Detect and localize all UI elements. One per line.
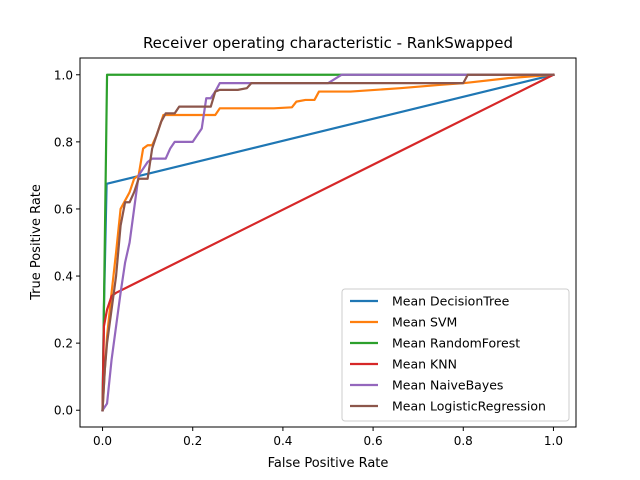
legend-label: Mean KNN (392, 357, 457, 372)
legend-box (341, 288, 570, 422)
x-tick-label: 0.2 (183, 434, 202, 448)
y-tick-label: 0.0 (54, 404, 73, 418)
chart-title: Receiver operating characteristic - Rank… (143, 34, 513, 52)
y-tick-label: 1.0 (54, 68, 73, 82)
y-tick-label: 0.8 (54, 135, 73, 149)
legend-entries: Mean DecisionTree Mean SVM Mean RandomFore… (350, 294, 546, 414)
x-tick-label: 0.6 (364, 434, 383, 448)
y-axis-label: True Positive Rate (29, 184, 44, 301)
y-tick-label: 0.2 (54, 337, 73, 351)
legend-label: Mean SVM (392, 315, 457, 330)
y-tick-label: 0.6 (54, 202, 73, 216)
y-axis-ticks: 0.0 0.2 0.4 0.6 0.8 1.0 (54, 68, 80, 418)
x-tick-label: 0.4 (273, 434, 292, 448)
legend: Mean DecisionTree Mean SVM Mean RandomFore… (341, 288, 570, 422)
series-line-mean-logisticregression (101, 73, 555, 412)
legend-label: Mean LogisticRegression (392, 399, 546, 414)
x-tick-label: 1.0 (544, 434, 563, 448)
x-tick-label: 0.8 (454, 434, 473, 448)
legend-label: Mean RandomForest (392, 336, 520, 351)
series-line-mean-svm (101, 73, 555, 412)
x-axis-label: False Positive Rate (268, 456, 389, 471)
series-line-mean-knn (101, 73, 555, 412)
x-tick-label: 0.0 (93, 434, 112, 448)
y-tick-label: 0.4 (54, 270, 73, 284)
legend-label: Mean NaiveBayes (392, 378, 503, 393)
legend-label: Mean DecisionTree (392, 294, 510, 309)
series-lines (101, 73, 555, 412)
x-axis-ticks: 0.0 0.2 0.4 0.6 0.8 1.0 (93, 427, 563, 448)
plot-frame (79, 57, 577, 428)
